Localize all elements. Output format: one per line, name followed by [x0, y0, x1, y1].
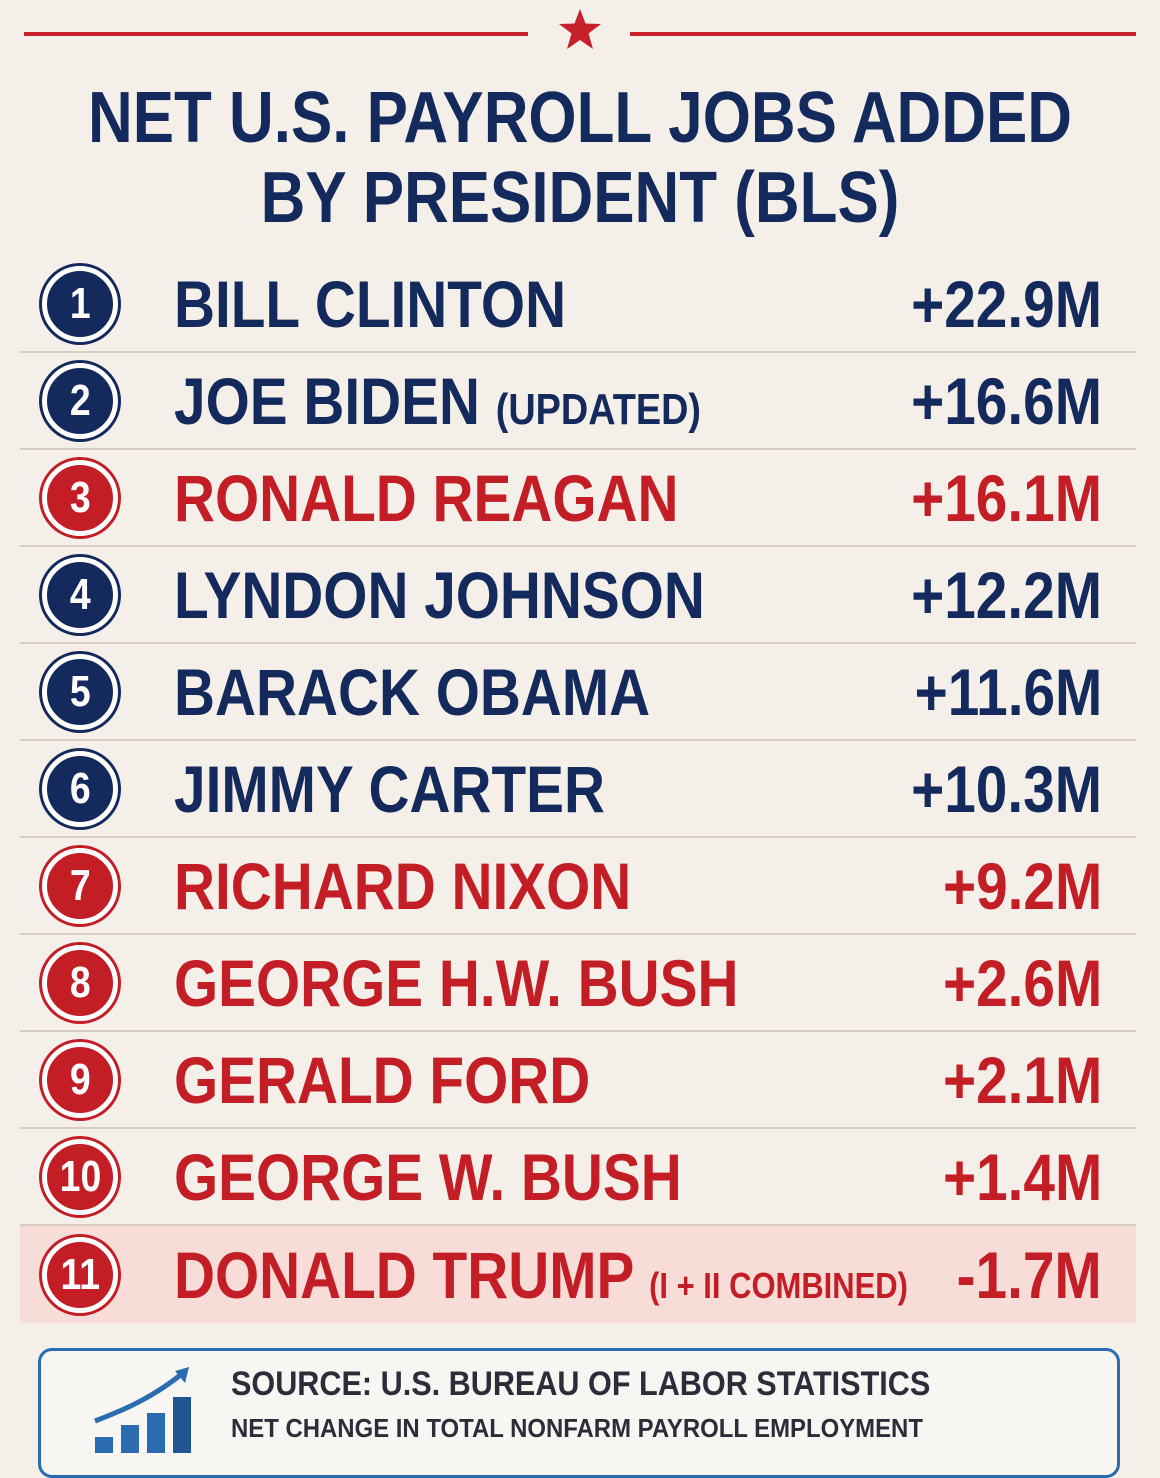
- jobs-value: -1.7M: [956, 1237, 1102, 1312]
- ranking-table: 1 BILL CLINTON +22.9M 2 JOE BIDEN (UPDATED) +…: [20, 256, 1136, 1323]
- president-name-text: GEORGE W. BUSH: [174, 1139, 682, 1214]
- table-row: 7 RICHARD NIXON +9.2M: [20, 838, 1136, 935]
- president-name-text: RICHARD NIXON: [174, 848, 632, 923]
- jobs-value: +10.3M: [911, 751, 1102, 826]
- top-divider-left: [24, 32, 528, 36]
- rank-badge: 3: [42, 459, 118, 536]
- president-name-text: GERALD FORD: [174, 1042, 591, 1117]
- rank-number: 2: [69, 375, 91, 425]
- page-title: NET U.S. PAYROLL JOBS ADDED BY PRESIDENT…: [81, 78, 1079, 238]
- source-label: SOURCE: U.S. BUREAU OF LABOR STATISTICS: [231, 1365, 931, 1403]
- president-name: BILL CLINTON: [174, 266, 566, 342]
- rank-number: 10: [59, 1151, 101, 1201]
- president-name-text: LYNDON JOHNSON: [174, 557, 705, 632]
- rank-badge: 5: [42, 653, 118, 730]
- table-row: 4 LYNDON JOHNSON +12.2M: [20, 547, 1136, 644]
- president-name: BARACK OBAMA: [174, 654, 650, 730]
- jobs-value: +16.1M: [911, 460, 1102, 535]
- table-row: 6 JIMMY CARTER +10.3M: [20, 741, 1136, 838]
- president-name: RONALD REAGAN: [174, 460, 679, 536]
- president-note: (I + II COMBINED): [649, 1264, 908, 1306]
- table-row: 3 RONALD REAGAN +16.1M: [20, 450, 1136, 547]
- star-icon: [559, 9, 601, 49]
- president-name-text: DONALD TRUMP: [174, 1237, 634, 1312]
- president-name: JOE BIDEN (UPDATED): [174, 363, 701, 439]
- rank-badge: 8: [42, 944, 118, 1021]
- table-row: 11 DONALD TRUMP (I + II COMBINED) -1.7M: [20, 1226, 1136, 1323]
- jobs-value: +16.6M: [911, 363, 1102, 438]
- jobs-value: +9.2M: [942, 848, 1102, 923]
- rank-badge: 7: [42, 847, 118, 924]
- rank-badge: 4: [42, 556, 118, 633]
- rank-number: 3: [69, 472, 91, 522]
- rank-number: 8: [69, 957, 91, 1007]
- table-row: 5 BARACK OBAMA +11.6M: [20, 644, 1136, 741]
- source-box: SOURCE: U.S. BUREAU OF LABOR STATISTICS …: [38, 1348, 1120, 1478]
- rank-badge: 11: [42, 1236, 118, 1313]
- president-name-text: JIMMY CARTER: [174, 751, 605, 826]
- rank-badge: 1: [42, 265, 118, 342]
- rank-number: 6: [69, 763, 91, 813]
- table-row: 8 GEORGE H.W. BUSH +2.6M: [20, 935, 1136, 1032]
- rank-badge: 6: [42, 750, 118, 827]
- title-line-1: NET U.S. PAYROLL JOBS ADDED: [87, 78, 1073, 158]
- jobs-value: +2.6M: [942, 945, 1102, 1020]
- president-name-text: RONALD REAGAN: [174, 460, 679, 535]
- table-row: 2 JOE BIDEN (UPDATED) +16.6M: [20, 353, 1136, 450]
- jobs-value: +1.4M: [942, 1139, 1102, 1214]
- title-line-2: BY PRESIDENT (BLS): [260, 158, 900, 238]
- president-name: GEORGE H.W. BUSH: [174, 945, 738, 1021]
- president-name: DONALD TRUMP (I + II COMBINED): [174, 1237, 908, 1313]
- measure-label: NET CHANGE IN TOTAL NONFARM PAYROLL EMPL…: [231, 1413, 923, 1443]
- rank-number: 5: [69, 666, 91, 716]
- rank-badge: 9: [42, 1041, 118, 1118]
- table-row: 10 GEORGE W. BUSH +1.4M: [20, 1129, 1136, 1226]
- table-row: 1 BILL CLINTON +22.9M: [20, 256, 1136, 353]
- president-name-text: GEORGE H.W. BUSH: [174, 945, 739, 1020]
- president-name-text: BILL CLINTON: [174, 266, 567, 341]
- jobs-value: +22.9M: [911, 266, 1102, 341]
- president-name: GEORGE W. BUSH: [174, 1139, 682, 1215]
- rising-bar-chart-icon: [94, 1367, 191, 1453]
- president-note: (UPDATED): [495, 384, 702, 434]
- rank-number: 9: [69, 1054, 91, 1104]
- president-name: LYNDON JOHNSON: [174, 557, 705, 633]
- president-name-text: JOE BIDEN: [174, 363, 480, 438]
- jobs-value: +2.1M: [942, 1042, 1102, 1117]
- president-name: JIMMY CARTER: [174, 751, 605, 827]
- president-name: RICHARD NIXON: [174, 848, 631, 924]
- rank-number: 1: [69, 278, 91, 328]
- president-name: GERALD FORD: [174, 1042, 590, 1118]
- table-row: 9 GERALD FORD +2.1M: [20, 1032, 1136, 1129]
- rank-number: 7: [69, 860, 91, 910]
- rank-number: 11: [60, 1249, 100, 1299]
- top-divider-right: [630, 32, 1136, 36]
- rank-badge: 2: [42, 362, 118, 439]
- rank-number: 4: [69, 569, 91, 619]
- rank-badge: 10: [42, 1138, 118, 1215]
- jobs-value: +11.6M: [914, 654, 1102, 729]
- jobs-value: +12.2M: [911, 557, 1102, 632]
- president-name-text: BARACK OBAMA: [174, 654, 651, 729]
